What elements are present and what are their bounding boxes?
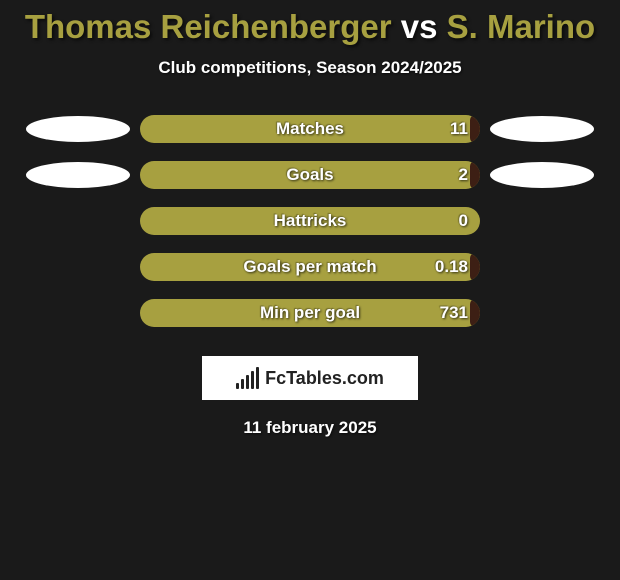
stat-value: 11 xyxy=(450,119,468,139)
empty-slot xyxy=(26,254,130,280)
stat-label: Min per goal xyxy=(260,303,360,323)
player1-pill xyxy=(26,162,130,188)
bar-fill xyxy=(470,253,480,281)
stats-rows: Matches 11 Goals 2 Hattricks 0 Goals per match… xyxy=(0,106,620,336)
stat-value: 731 xyxy=(440,303,468,323)
logo-text: FcTables.com xyxy=(265,368,384,389)
stat-label: Goals xyxy=(286,165,333,185)
empty-slot xyxy=(490,300,594,326)
player1-name: Thomas Reichenberger xyxy=(25,8,392,45)
empty-slot xyxy=(490,208,594,234)
empty-slot xyxy=(26,208,130,234)
empty-slot xyxy=(26,300,130,326)
bar-fill xyxy=(470,299,480,327)
comparison-title: Thomas Reichenberger vs S. Marino xyxy=(0,0,620,46)
stat-bar: Min per goal 731 xyxy=(140,299,480,327)
logo-bar xyxy=(241,379,244,389)
subtitle: Club competitions, Season 2024/2025 xyxy=(0,58,620,78)
stat-row: Goals per match 0.18 xyxy=(0,244,620,290)
player2-pill xyxy=(490,162,594,188)
stat-label: Matches xyxy=(276,119,344,139)
stat-row: Matches 11 xyxy=(0,106,620,152)
player1-pill xyxy=(26,116,130,142)
vs-text: vs xyxy=(392,8,447,45)
logo-bar xyxy=(256,367,259,389)
stat-label: Hattricks xyxy=(274,211,347,231)
bar-fill xyxy=(470,115,480,143)
stat-value: 0.18 xyxy=(435,257,468,277)
fctables-logo: FcTables.com xyxy=(202,356,418,400)
empty-slot xyxy=(490,254,594,280)
logo-chart-icon xyxy=(236,367,259,389)
stat-bar: Goals per match 0.18 xyxy=(140,253,480,281)
stat-value: 0 xyxy=(459,211,468,231)
stat-row: Goals 2 xyxy=(0,152,620,198)
stat-bar: Goals 2 xyxy=(140,161,480,189)
date-text: 11 february 2025 xyxy=(0,418,620,438)
logo-bar xyxy=(251,371,254,389)
logo-bar xyxy=(236,383,239,389)
stat-bar: Hattricks 0 xyxy=(140,207,480,235)
bar-fill xyxy=(470,161,480,189)
player2-name: S. Marino xyxy=(447,8,596,45)
logo-bar xyxy=(246,375,249,389)
stat-label: Goals per match xyxy=(243,257,376,277)
stat-bar: Matches 11 xyxy=(140,115,480,143)
stat-row: Min per goal 731 xyxy=(0,290,620,336)
stat-value: 2 xyxy=(459,165,468,185)
stat-row: Hattricks 0 xyxy=(0,198,620,244)
player2-pill xyxy=(490,116,594,142)
